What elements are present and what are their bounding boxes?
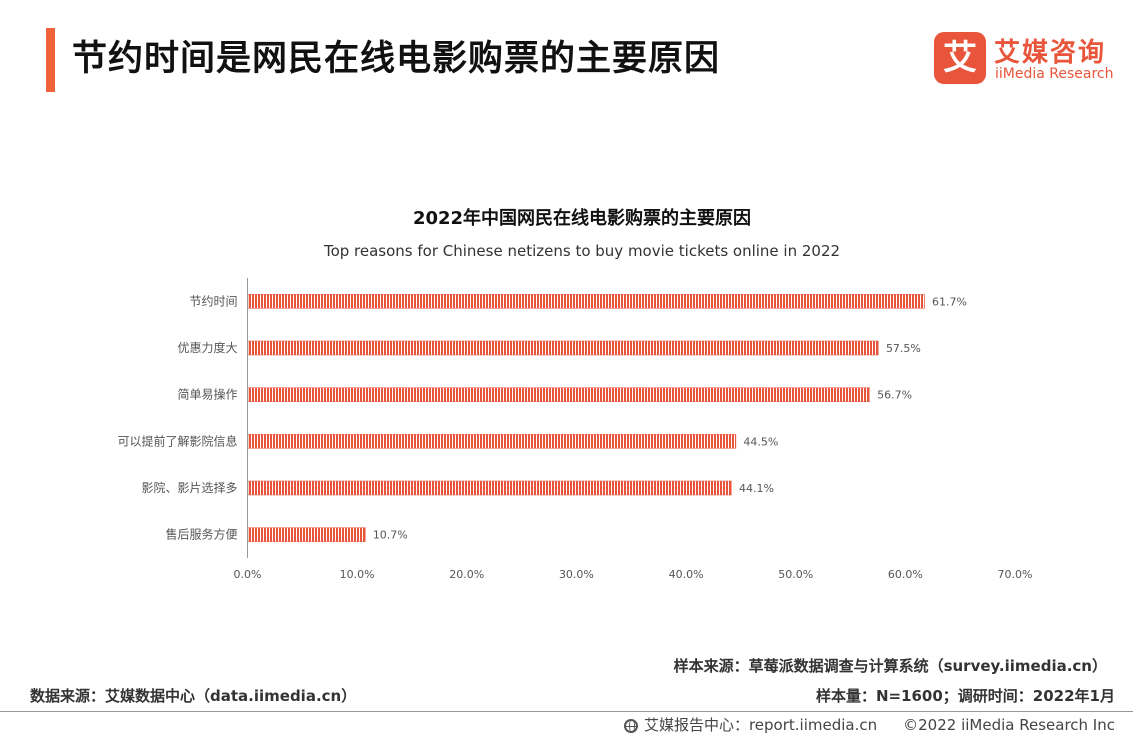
report-center-link[interactable]: 艾媒报告中心：report.iimedia.cn: [643, 716, 878, 734]
x-tick-label: 10.0%: [340, 568, 375, 581]
bar: [247, 527, 366, 542]
bar: [247, 434, 737, 449]
globe-icon: [623, 719, 638, 733]
data-label: 10.7%: [373, 529, 408, 542]
category-label: 售后服务方便: [165, 527, 237, 542]
category-label: 可以提前了解影院信息: [117, 433, 237, 448]
sample-source: 样本来源：草莓派数据调查与计算系统（survey.iimedia.cn）: [673, 657, 1107, 675]
data-label: 61.7%: [932, 295, 967, 308]
x-tick-label: 60.0%: [888, 568, 923, 581]
chart-subtitle: Top reasons for Chinese netizens to buy …: [323, 242, 840, 260]
data-label: 56.7%: [877, 389, 912, 402]
brand-logo: 艾 艾媒咨询 iiMedia Research: [934, 32, 1116, 88]
chart-title: 2022年中国网民在线电影购票的主要原因: [413, 207, 751, 229]
bar: [247, 480, 732, 496]
data-source: 数据来源：艾媒数据中心（data.iimedia.cn）: [30, 687, 357, 705]
x-tick-label: 40.0%: [669, 568, 704, 581]
footer-bottom: 艾媒报告中心：report.iimedia.cn ©2022 iiMedia Re…: [623, 714, 1115, 735]
data-label: 57.5%: [886, 342, 921, 355]
bar: [247, 340, 879, 356]
footer-divider: [0, 711, 1133, 712]
category-label: 简单易操作: [177, 387, 237, 402]
x-tick-label: 70.0%: [998, 568, 1033, 581]
copyright: ©2022 iiMedia Research Inc: [903, 716, 1115, 734]
bar: [247, 387, 870, 402]
data-label: 44.5%: [743, 435, 778, 448]
x-tick-label: 0.0%: [234, 568, 262, 581]
sample-info: 样本量：N=1600；调研时间：2022年1月: [815, 687, 1115, 705]
page-title: 节约时间是网民在线电影购票的主要原因: [72, 39, 721, 79]
category-label: 优惠力度大: [177, 340, 237, 355]
logo-name-cn: 艾媒咨询: [994, 38, 1107, 68]
logo-mark-icon: 艾: [934, 32, 986, 84]
logo-name-en: iiMedia Research: [995, 66, 1114, 82]
bar-chart: 2022年中国网民在线电影购票的主要原因 Top reasons for Chi…: [117, 207, 1033, 581]
title-accent-bar: [46, 28, 55, 92]
x-tick-label: 30.0%: [559, 568, 594, 581]
data-label: 44.1%: [739, 482, 774, 495]
x-tick-label: 50.0%: [778, 568, 813, 581]
x-tick-label: 20.0%: [449, 568, 484, 581]
category-label: 节约时间: [189, 293, 237, 308]
category-label: 影院、影片选择多: [141, 481, 237, 495]
bar: [247, 294, 925, 309]
